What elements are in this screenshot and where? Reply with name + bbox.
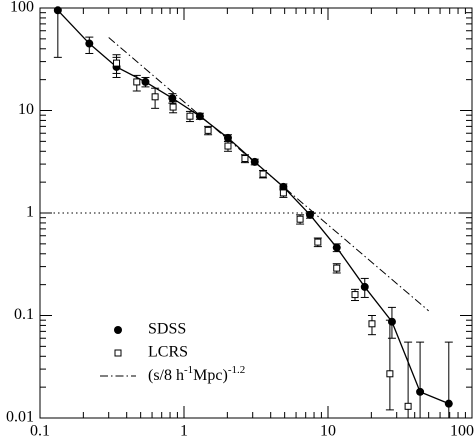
legend-superscript: -1 [184,364,193,376]
data-point [387,317,396,326]
data-point [314,238,322,246]
data-point [444,399,453,408]
data-point [333,264,341,272]
legend-marker [114,349,122,357]
data-point [224,142,232,150]
data-point [141,77,150,86]
legend-label: (s/8 h-1Mpc)-1.2 [148,364,245,384]
data-point [351,291,359,299]
legend-label: LCRS [148,344,188,361]
data-point [151,93,159,101]
data-point [416,387,425,396]
data-point [259,170,267,178]
y-tick-label: 0.1 [14,306,34,323]
y-tick-label: 1 [26,204,34,221]
data-point [279,189,287,197]
legend-superscript: -1.2 [228,364,245,376]
data-point [404,402,412,410]
data-point [360,282,369,291]
x-tick-label: 0.1 [30,423,50,440]
data-point [186,112,194,120]
data-point [241,155,249,163]
data-point [133,78,141,86]
y-tick-label: 10 [18,101,34,118]
data-point [204,126,212,134]
data-point [195,112,204,121]
data-point [306,210,315,219]
legend-text: Mpc) [193,367,228,384]
y-tick-label: 100 [10,0,34,16]
data-point [85,39,94,48]
legend-text: (s/8 h [148,367,184,384]
data-point [386,370,394,378]
data-point [113,59,121,67]
data-point [168,94,177,103]
data-point [169,103,177,111]
x-tick-label: 10 [320,423,336,440]
data-point [332,243,341,252]
legend-label: SDSS [148,321,186,338]
data-point [250,157,259,166]
y-tick-label: 0.01 [6,409,34,426]
data-point [368,320,376,328]
data-point [53,6,62,15]
data-point [296,215,304,223]
data-point [223,133,232,142]
x-tick-label: 1 [180,423,188,440]
legend-marker [114,326,122,334]
x-tick-label: 100 [450,423,474,440]
